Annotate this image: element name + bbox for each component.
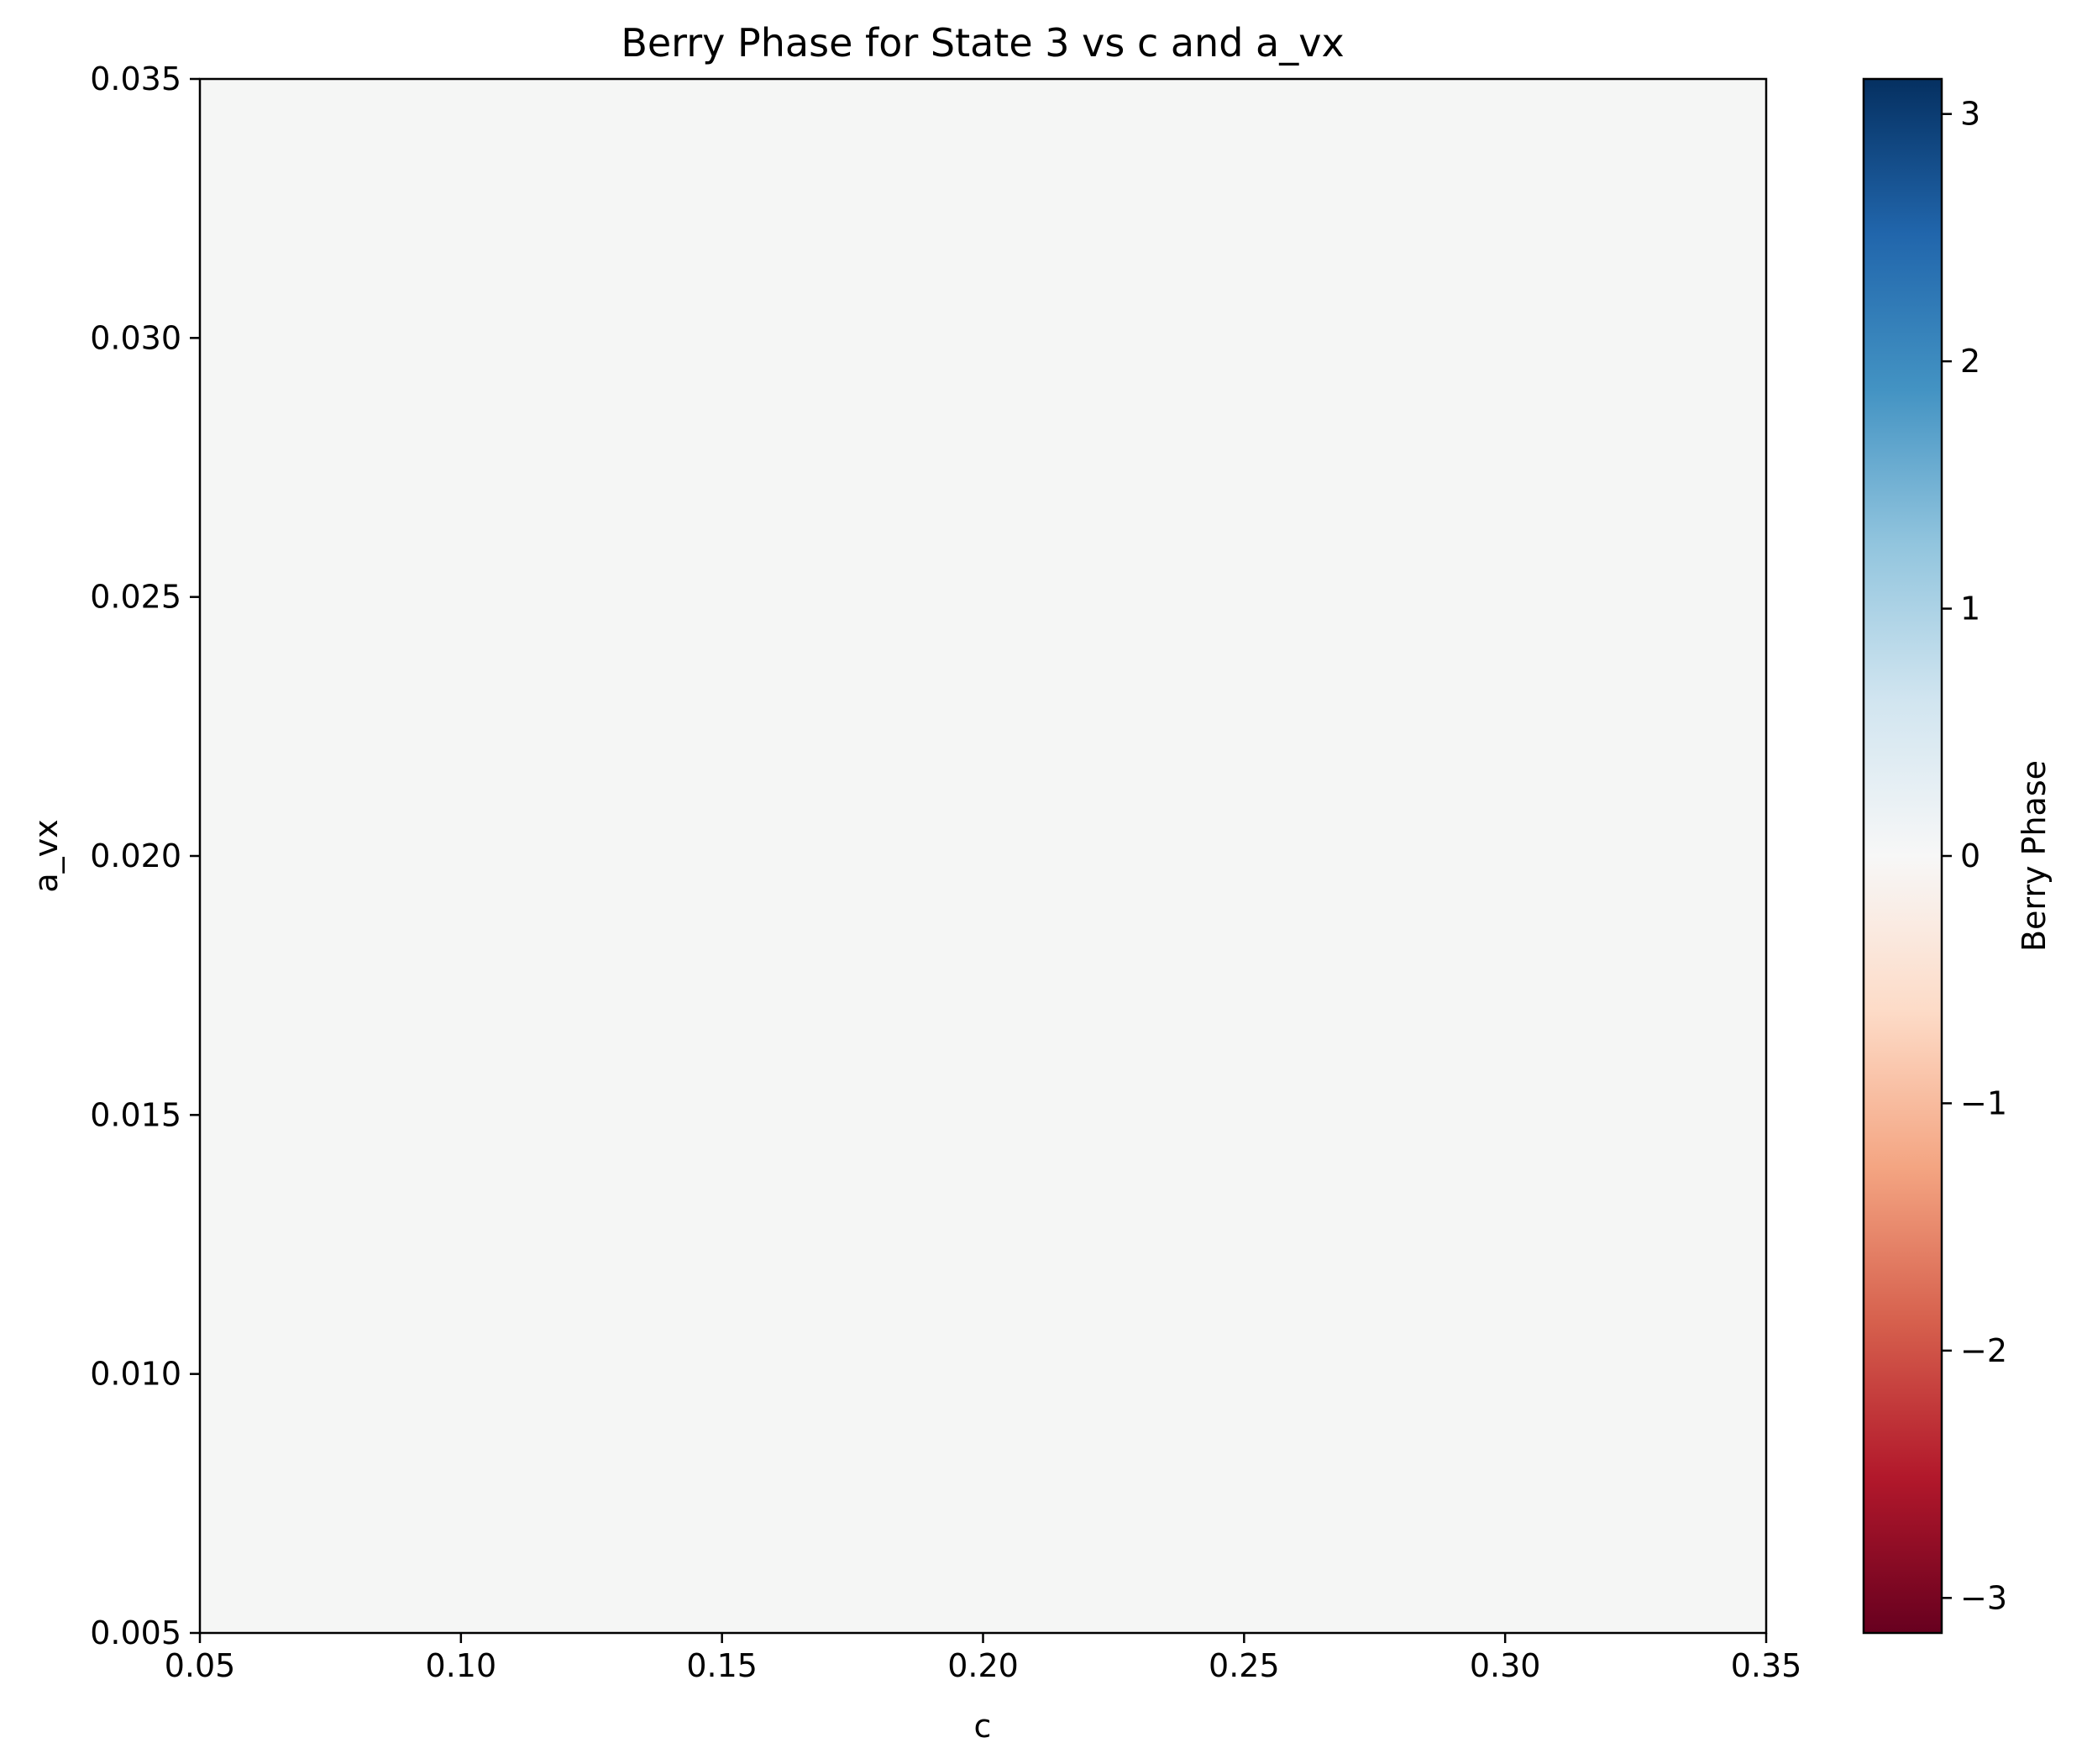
colorbar-tick-label: −1 bbox=[1960, 1084, 2007, 1121]
colorbar bbox=[1864, 79, 1942, 1633]
colorbar-tick-label: 0 bbox=[1960, 837, 1980, 874]
y-tick-label: 0.030 bbox=[90, 319, 181, 356]
x-tick-label: 0.05 bbox=[165, 1647, 236, 1684]
y-axis-ticks: 0.005 0.010 0.015 0.020 0.025 0.030 0.035 bbox=[90, 60, 200, 1651]
y-tick-label: 0.005 bbox=[90, 1614, 181, 1651]
colorbar-tick-label: −3 bbox=[1960, 1579, 2007, 1616]
y-tick-label: 0.015 bbox=[90, 1096, 181, 1133]
x-tick-label: 0.35 bbox=[1731, 1647, 1802, 1684]
x-tick-label: 0.25 bbox=[1209, 1647, 1280, 1684]
x-tick-label: 0.10 bbox=[426, 1647, 497, 1684]
colorbar-label: Berry Phase bbox=[2016, 760, 2053, 952]
colorbar-tick-label: 1 bbox=[1960, 591, 1980, 627]
chart-title: Berry Phase for State 3 vs c and a_vx bbox=[621, 20, 1344, 66]
colorbar-tick-label: 3 bbox=[1960, 96, 1980, 133]
y-tick-label: 0.010 bbox=[90, 1356, 181, 1393]
colorbar-tick-label: −2 bbox=[1960, 1332, 2007, 1369]
x-axis-label: c bbox=[974, 1708, 992, 1745]
colorbar-tick-label: 2 bbox=[1960, 343, 1980, 380]
x-axis-ticks: 0.05 0.10 0.15 0.20 0.25 0.30 0.35 bbox=[165, 1633, 1802, 1684]
x-tick-label: 0.20 bbox=[947, 1647, 1019, 1684]
y-tick-label: 0.035 bbox=[90, 60, 181, 97]
y-tick-label: 0.020 bbox=[90, 837, 181, 874]
y-axis-label: a_vx bbox=[28, 819, 65, 892]
x-tick-label: 0.15 bbox=[686, 1647, 758, 1684]
colorbar-ticks: −3 −2 −1 0 1 2 3 bbox=[1942, 96, 2007, 1616]
x-tick-label: 0.30 bbox=[1470, 1647, 1541, 1684]
y-tick-label: 0.025 bbox=[90, 579, 181, 616]
heatmap-cell bbox=[200, 79, 1766, 1633]
